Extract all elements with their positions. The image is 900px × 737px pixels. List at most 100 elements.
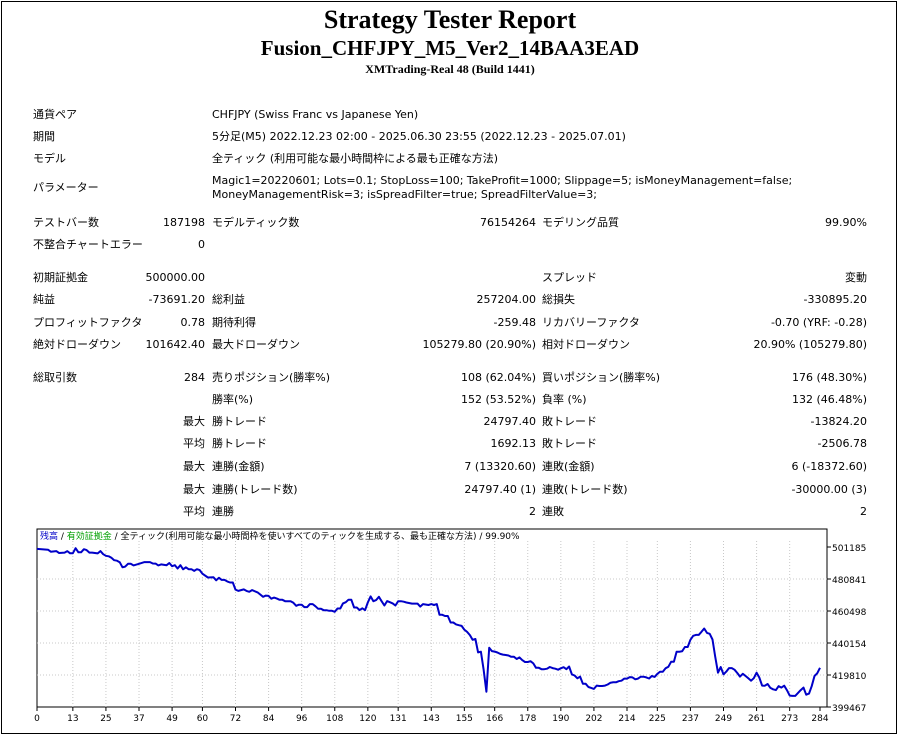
x-tick-label: 96 bbox=[296, 714, 308, 724]
max-drawdown-label: 最大ドローダウン bbox=[212, 338, 300, 351]
win-rate-value: 152 (53.52%) bbox=[460, 393, 536, 406]
server-info: XMTrading-Real 48 (Build 1441) bbox=[365, 62, 535, 76]
cons-win-amount-label: 連勝(金額) bbox=[212, 460, 265, 473]
net-profit-label: 純益 bbox=[33, 293, 55, 306]
bars-label: テストバー数 bbox=[33, 216, 99, 229]
params-label: パラメーター bbox=[33, 181, 99, 194]
win-rate-label: 勝率(%) bbox=[212, 393, 254, 406]
y-tick-label: 480841 bbox=[832, 576, 866, 586]
spread-value: 変動 bbox=[845, 271, 867, 284]
recovery-factor-value: -0.70 (YRF: -0.28) bbox=[770, 316, 867, 329]
params-value: Magic1=20220601; Lots=0.1; StopLoss=100;… bbox=[212, 174, 793, 201]
largest-loss-value: -13824.20 bbox=[810, 415, 867, 428]
y-tick-label: 501185 bbox=[832, 544, 866, 554]
x-tick-label: 284 bbox=[811, 714, 828, 724]
gross-loss-value: -330895.20 bbox=[803, 293, 867, 306]
short-positions-value: 108 (62.04%) bbox=[460, 371, 536, 384]
avg-loss-value: -2506.78 bbox=[817, 437, 867, 450]
cons-win-amount-value: 7 (13320.60) bbox=[464, 460, 536, 473]
x-tick-label: 155 bbox=[456, 714, 473, 724]
legend-entry: 有効証拠金 bbox=[67, 530, 112, 542]
cons-loss-count-value: -30000.00 (3) bbox=[791, 483, 867, 496]
cons-loss-count-label: 連敗(トレード数) bbox=[542, 483, 628, 496]
period-value: 5分足(M5) 2022.12.23 02:00 - 2025.06.30 23… bbox=[212, 130, 626, 143]
total-trades-value: 284 bbox=[184, 371, 205, 384]
model-label: モデル bbox=[33, 152, 66, 165]
y-tick-label: 440154 bbox=[832, 640, 867, 650]
avg-cons-loss-value: 2 bbox=[860, 505, 867, 518]
symbol-label: 通貨ペア bbox=[33, 108, 77, 121]
avg-win-label: 勝トレード bbox=[212, 437, 267, 450]
avg-win-value: 1692.13 bbox=[490, 437, 537, 450]
largest-win-value: 24797.40 bbox=[483, 415, 537, 428]
cons-win-count-value: 24797.40 (1) bbox=[464, 483, 536, 496]
abs-drawdown-label: 絶対ドローダウン bbox=[33, 338, 121, 351]
errors-value: 0 bbox=[198, 238, 205, 251]
abs-drawdown-value: 101642.40 bbox=[145, 338, 206, 351]
x-tick-label: 37 bbox=[133, 714, 144, 724]
avg-cons-win-value: 2 bbox=[529, 505, 536, 518]
loss-rate-label: 負率 (%) bbox=[542, 393, 587, 406]
rel-drawdown-label: 相対ドローダウン bbox=[542, 338, 630, 351]
x-tick-label: 237 bbox=[682, 714, 699, 724]
net-profit-value: -73691.20 bbox=[148, 293, 205, 306]
largest-win-label: 勝トレード bbox=[212, 415, 267, 428]
y-tick-label: 460498 bbox=[832, 608, 867, 618]
x-tick-label: 25 bbox=[100, 714, 111, 724]
long-positions-value: 176 (48.30%) bbox=[791, 371, 867, 384]
long-positions-label: 買いポジション(勝率%) bbox=[542, 371, 661, 384]
y-tick-label: 399467 bbox=[832, 704, 866, 714]
cons-win-count-label: 連勝(トレード数) bbox=[212, 483, 298, 496]
avg-cons-loss-label: 連敗 bbox=[542, 505, 564, 518]
x-tick-label: 261 bbox=[748, 714, 765, 724]
gross-loss-label: 総損失 bbox=[542, 293, 575, 306]
modeling-quality-label: モデリング品質 bbox=[542, 216, 619, 229]
loss-rate-value: 132 (46.48%) bbox=[791, 393, 867, 406]
x-tick-label: 72 bbox=[230, 714, 241, 724]
profit-factor-label: プロフィットファクタ bbox=[33, 316, 143, 329]
x-tick-label: 84 bbox=[263, 714, 275, 724]
largest-loss-label: 敗トレード bbox=[542, 415, 597, 428]
x-tick-label: 273 bbox=[781, 714, 798, 724]
x-tick-label: 190 bbox=[552, 714, 569, 724]
chart-legend: 残高 / 有効証拠金 / 全ティック(利用可能な最小時間枠を使いすべてのティック… bbox=[40, 530, 520, 542]
avg-loss-label: 敗トレード bbox=[542, 437, 597, 450]
cons-loss-amount-value: 6 (-18372.60) bbox=[791, 460, 867, 473]
plot-area bbox=[36, 528, 828, 708]
x-tick-label: 60 bbox=[197, 714, 209, 724]
errors-label: 不整合チャートエラー bbox=[33, 238, 143, 251]
max-label: 最大 bbox=[183, 460, 205, 473]
deposit-label: 初期証拠金 bbox=[33, 271, 88, 284]
max-label: 最大 bbox=[183, 415, 205, 428]
model-value: 全ティック (利用可能な最小時間枠による最も正確な方法) bbox=[212, 152, 499, 165]
profit-factor-value: 0.78 bbox=[180, 316, 206, 329]
x-tick-label: 143 bbox=[423, 714, 440, 724]
max-drawdown-value: 105279.80 (20.90%) bbox=[422, 338, 536, 351]
symbol-value: CHFJPY (Swiss Franc vs Japanese Yen) bbox=[212, 108, 419, 121]
expected-payoff-value: -259.48 bbox=[493, 316, 536, 329]
avg-label: 平均 bbox=[183, 437, 205, 450]
x-tick-label: 108 bbox=[326, 714, 343, 724]
x-tick-label: 131 bbox=[390, 714, 407, 724]
x-tick-label: 249 bbox=[715, 714, 732, 724]
report-title: Strategy Tester Report bbox=[323, 5, 577, 34]
legend-entry: / 全ティック(利用可能な最小時間枠を使いすべてのティックを生成する、最も正確な… bbox=[112, 530, 520, 542]
x-tick-label: 49 bbox=[166, 714, 178, 724]
total-trades-label: 総取引数 bbox=[33, 371, 77, 384]
rel-drawdown-value: 20.90% (105279.80) bbox=[753, 338, 867, 351]
legend-entry: 残高 bbox=[40, 530, 58, 542]
short-positions-label: 売りポジション(勝率%) bbox=[212, 371, 331, 384]
cons-loss-amount-label: 連敗(金額) bbox=[542, 460, 595, 473]
x-tick-label: 225 bbox=[649, 714, 666, 724]
y-tick-label: 419810 bbox=[832, 672, 867, 682]
balance-line bbox=[36, 547, 821, 697]
period-label: 期間 bbox=[33, 130, 55, 143]
x-tick-label: 166 bbox=[486, 714, 503, 724]
deposit-value: 500000.00 bbox=[145, 271, 206, 284]
avg-label: 平均 bbox=[183, 505, 205, 518]
gross-profit-label: 総利益 bbox=[212, 293, 245, 306]
bars-value: 187198 bbox=[163, 216, 205, 229]
x-tick-label: 13 bbox=[67, 714, 78, 724]
recovery-factor-label: リカバリーファクタ bbox=[542, 316, 640, 329]
